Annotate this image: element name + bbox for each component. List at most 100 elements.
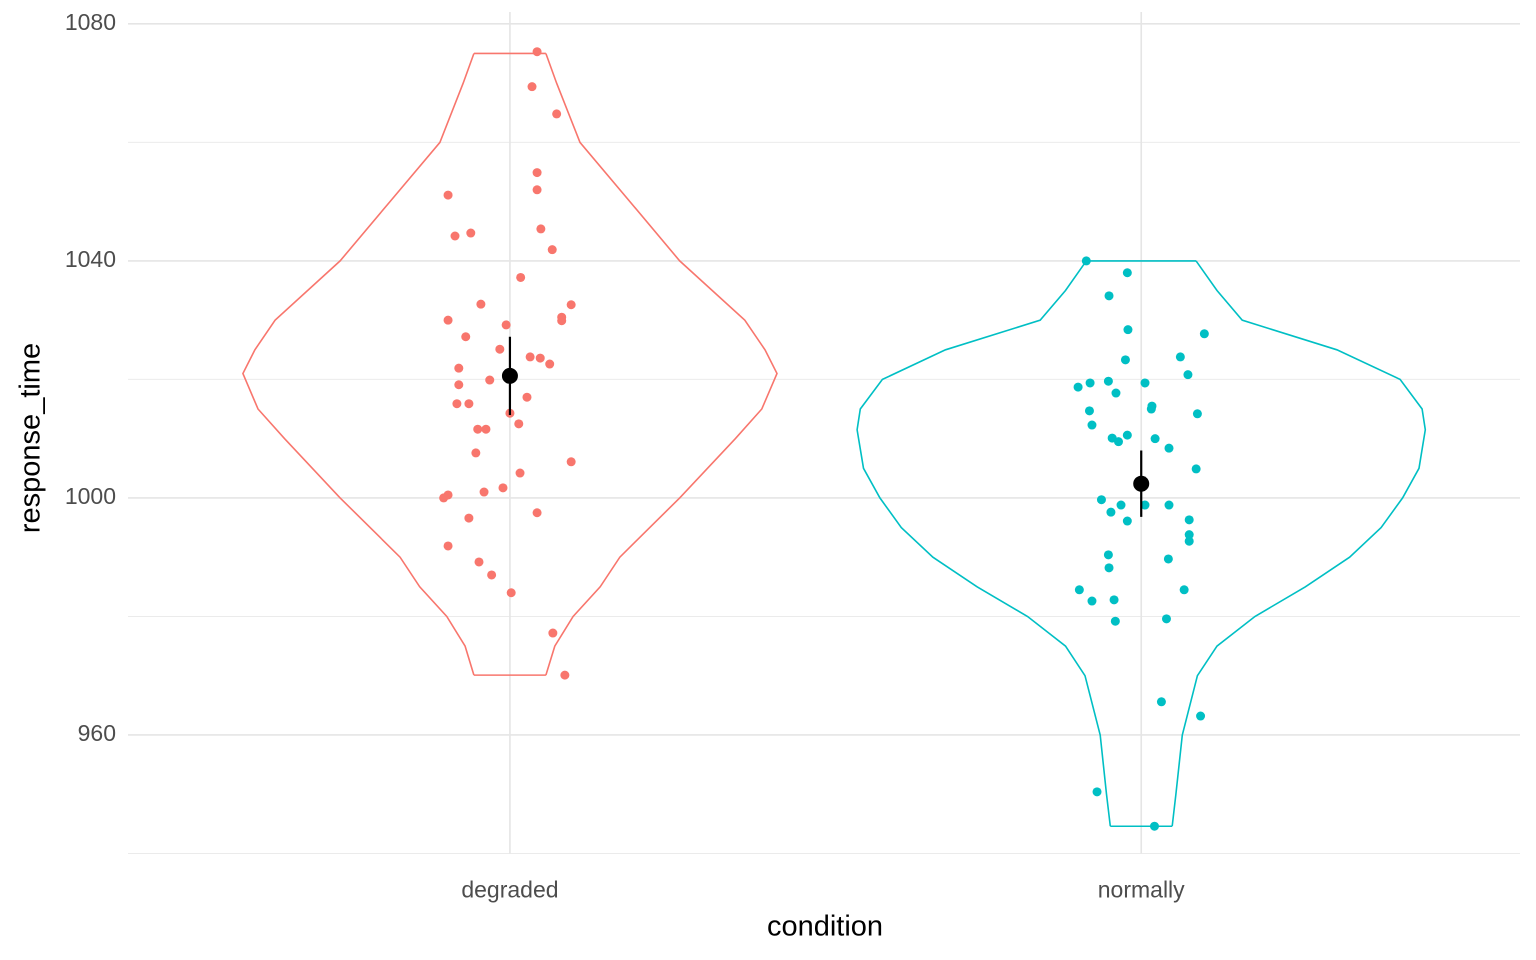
violin-outline — [242, 53, 475, 676]
data-point — [527, 82, 537, 92]
data-point — [560, 670, 570, 680]
data-point — [481, 424, 491, 434]
data-point — [1110, 616, 1120, 626]
data-point — [1140, 378, 1150, 388]
data-point — [1184, 530, 1194, 540]
data-point — [464, 513, 474, 523]
data-point — [557, 316, 567, 326]
data-point — [454, 380, 464, 390]
data-point — [1183, 370, 1193, 380]
data-point — [1191, 464, 1201, 474]
data-point — [1140, 500, 1150, 510]
data-point — [547, 245, 557, 255]
data-point — [1106, 507, 1116, 517]
data-point — [1175, 352, 1185, 362]
y-axis-title: response_time — [15, 343, 47, 533]
data-point — [1116, 500, 1126, 510]
x-tick-label: degraded — [461, 877, 558, 903]
data-point — [536, 224, 546, 234]
data-point — [1164, 500, 1174, 510]
data-point — [1084, 406, 1094, 416]
violin-outline — [856, 260, 1112, 827]
data-point — [1085, 378, 1095, 388]
data-point — [548, 628, 558, 638]
data-point — [532, 185, 542, 195]
data-point — [501, 320, 511, 330]
data-point — [452, 399, 462, 409]
data-point — [1104, 291, 1114, 301]
data-point — [498, 483, 508, 493]
data-point — [525, 352, 535, 362]
data-point — [454, 363, 464, 373]
data-point — [1103, 376, 1113, 386]
data-point — [1092, 787, 1102, 797]
data-point — [1103, 550, 1113, 560]
data-point — [1196, 711, 1206, 721]
data-point — [495, 344, 505, 354]
y-tick-label: 1040 — [65, 246, 116, 272]
data-point — [1146, 404, 1156, 414]
x-tick-label: normally — [1098, 877, 1185, 903]
data-point — [461, 332, 471, 342]
data-point — [1149, 821, 1159, 831]
data-point — [473, 424, 483, 434]
mean-point — [1133, 475, 1150, 492]
data-point — [1163, 554, 1173, 564]
data-point — [1184, 536, 1194, 546]
data-point — [443, 541, 453, 551]
data-point — [1109, 595, 1119, 605]
data-point — [1156, 697, 1166, 707]
y-tick-label: 1080 — [65, 9, 116, 35]
data-point — [1113, 437, 1123, 447]
data-point — [450, 231, 460, 241]
data-point — [1161, 614, 1171, 624]
data-point — [476, 299, 486, 309]
data-point — [506, 588, 516, 598]
data-point — [1199, 329, 1209, 339]
data-point — [1104, 563, 1114, 573]
violin-outline — [545, 53, 778, 676]
data-point — [1192, 409, 1202, 419]
data-point — [1087, 596, 1097, 606]
y-tick-label: 1000 — [65, 483, 116, 509]
data-point — [443, 315, 453, 325]
data-point — [1120, 355, 1130, 365]
data-point — [545, 359, 555, 369]
data-point — [532, 508, 542, 518]
data-point — [532, 47, 542, 57]
data-point — [479, 487, 489, 497]
x-axis-title: condition — [767, 911, 883, 943]
data-point — [552, 109, 562, 119]
data-point — [1123, 325, 1133, 335]
data-point — [485, 375, 495, 385]
data-point — [1184, 515, 1194, 525]
data-point — [1074, 585, 1084, 595]
data-point — [522, 392, 532, 402]
data-point — [464, 399, 474, 409]
data-point — [466, 228, 476, 238]
data-point — [516, 272, 526, 282]
data-point — [474, 557, 484, 567]
data-point — [535, 353, 545, 363]
data-point — [1081, 256, 1091, 266]
data-point — [471, 448, 481, 458]
data-point — [1122, 516, 1132, 526]
data-point — [1096, 495, 1106, 505]
data-point — [1122, 268, 1132, 278]
data-point — [439, 493, 449, 503]
violin-outline — [1171, 260, 1427, 827]
data-point — [566, 457, 576, 467]
data-point — [566, 300, 576, 310]
data-point — [1164, 443, 1174, 453]
mean-point — [501, 367, 518, 384]
data-point — [443, 190, 453, 200]
data-point — [1122, 430, 1132, 440]
data-point — [1073, 382, 1083, 392]
data-point — [1087, 420, 1097, 430]
data-point — [1179, 585, 1189, 595]
data-point — [514, 419, 524, 429]
data-point — [487, 570, 497, 580]
data-point — [515, 468, 525, 478]
y-tick-label: 960 — [78, 720, 116, 746]
